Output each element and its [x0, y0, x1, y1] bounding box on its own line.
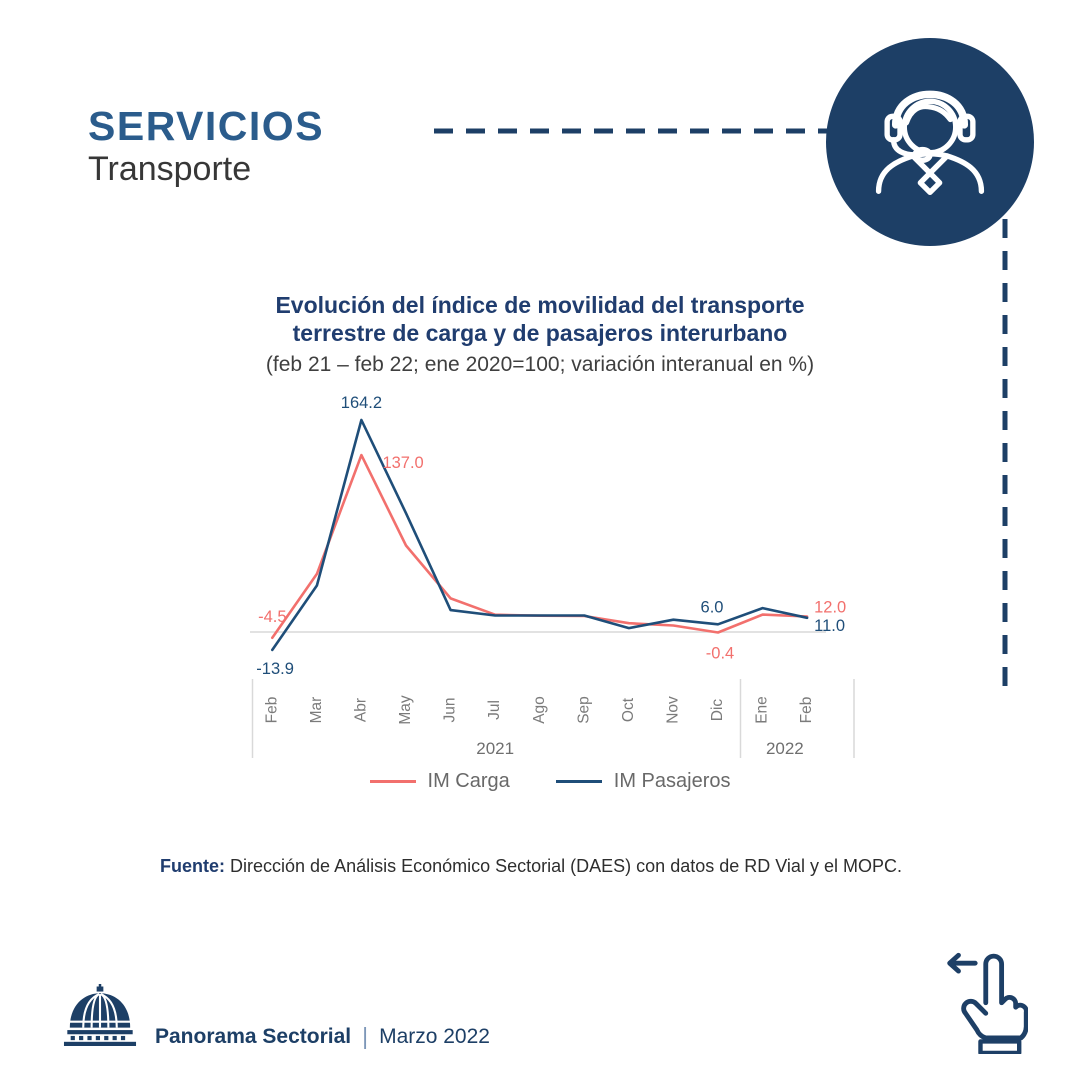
legend-item-pasajeros: IM Pasajeros [555, 770, 731, 793]
x-tick-label: Oct [620, 697, 637, 722]
x-tick-label: May [397, 695, 414, 725]
dome-logo-icon [63, 984, 137, 1046]
legend-item-carga: IM Carga [369, 770, 510, 793]
point-label: 6.0 [701, 598, 724, 616]
legend-label-carga: IM Carga [427, 770, 510, 792]
x-tick-label: Sep [575, 696, 592, 724]
carga-line-swatch [369, 780, 416, 783]
chart-title: Evolución del índice de movilidad del tr… [150, 291, 930, 347]
point-label: -4.5 [258, 608, 286, 626]
chart-title-line2: terrestre de carga y de pasajeros interu… [292, 320, 788, 346]
footer-separator: | [362, 1023, 369, 1049]
source-text: Dirección de Análisis Económico Sectoria… [230, 856, 902, 876]
swipe-left-icon [947, 952, 1028, 1054]
point-label: -0.4 [706, 645, 734, 663]
headset-agent-icon [875, 90, 985, 196]
point-label: 137.0 [382, 454, 423, 472]
year-label: 2021 [476, 739, 514, 758]
point-label: 12.0 [814, 599, 846, 617]
source-note: Fuente: Dirección de Análisis Económico … [160, 856, 1000, 877]
x-tick-label: Jul [486, 700, 503, 720]
x-tick-label: Mar [308, 697, 325, 724]
series-line-1 [270, 418, 809, 652]
x-tick-label: Dic [709, 699, 726, 722]
x-tick-label: Jun [442, 698, 459, 723]
x-tick-label: Ago [531, 696, 548, 724]
x-tick-label: Feb [263, 697, 280, 724]
legend-label-pasajeros: IM Pasajeros [613, 770, 731, 792]
chart-title-line1: Evolución del índice de movilidad del tr… [275, 292, 805, 318]
chart-subtitle: (feb 21 – feb 22; ene 2020=100; variació… [265, 353, 815, 376]
x-tick-label: Abr [353, 698, 370, 722]
x-tick-label: Ene [754, 696, 771, 724]
pasajeros-line-swatch [555, 780, 602, 783]
mobility-line-chart: Feb Mar Abr May Jun Jul Ago Sep Oct Nov Dic Ene Feb 2… [250, 394, 855, 758]
year-label: 2022 [766, 739, 804, 758]
point-label: 11.0 [814, 617, 845, 635]
footer-issue: Marzo 2022 [379, 1024, 490, 1048]
x-tick-label: Nov [665, 696, 682, 724]
chart-legend: IM Carga IM Pasajeros [230, 770, 870, 793]
connector-dashed-line-horizontal [434, 128, 840, 134]
point-label: 164.2 [341, 394, 382, 412]
footer-brand: Panorama Sectorial [155, 1024, 352, 1048]
source-label: Fuente: [160, 856, 225, 876]
series-line-0 [270, 453, 809, 640]
hero-circle [826, 38, 1034, 246]
x-tick-label: Feb [798, 697, 815, 724]
page-subtitle: Transporte [88, 150, 252, 188]
connector-dashed-line-vertical [1002, 219, 1008, 697]
page-title: SERVICIOS [88, 103, 325, 149]
footer-text: Panorama Sectorial | Marzo 2022 [155, 1023, 490, 1050]
point-label: -13.9 [256, 660, 294, 678]
